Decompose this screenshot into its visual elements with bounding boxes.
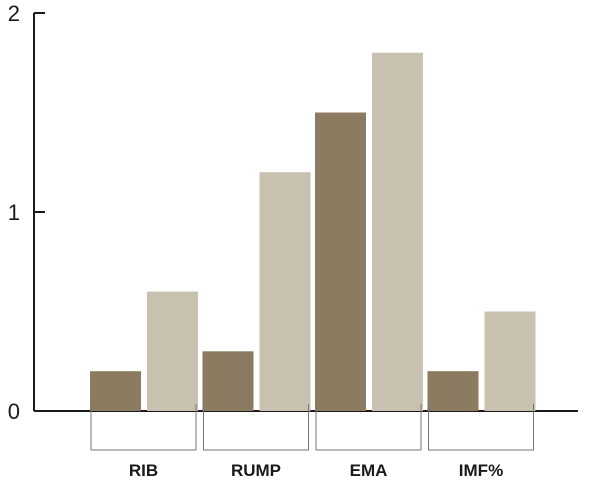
bar-rump-s1 bbox=[202, 351, 254, 411]
y-tick-label: 0 bbox=[8, 399, 20, 424]
bar-imf-s1 bbox=[427, 371, 479, 411]
category-label: RUMP bbox=[231, 461, 281, 480]
category-bracket bbox=[90, 404, 197, 451]
category-label: EMA bbox=[350, 461, 388, 480]
bar-rump-s2 bbox=[259, 172, 311, 411]
bar-rib-s1 bbox=[90, 371, 141, 411]
category-bracket bbox=[428, 404, 534, 451]
chart-bars bbox=[90, 52, 536, 412]
y-tick-label: 2 bbox=[8, 1, 20, 26]
category-label: IMF% bbox=[459, 461, 503, 480]
bar-ema-s2 bbox=[372, 52, 423, 412]
category-labels: RIB RUMP EMA IMF% bbox=[129, 461, 503, 480]
category-label: RIB bbox=[129, 461, 158, 480]
bar-imf-s2 bbox=[484, 311, 536, 411]
bar-ema-s1 bbox=[315, 112, 366, 411]
category-brackets bbox=[90, 404, 534, 451]
bar-rib-s2 bbox=[147, 291, 198, 411]
category-bracket bbox=[315, 404, 422, 451]
y-tick-label: 1 bbox=[8, 200, 20, 225]
category-bracket bbox=[203, 404, 309, 451]
